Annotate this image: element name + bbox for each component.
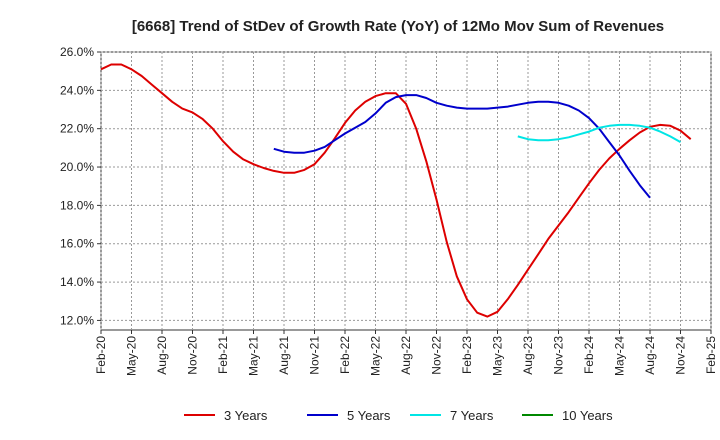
series-line-5-years bbox=[273, 94, 651, 199]
x-tick-label: Aug-23 bbox=[521, 336, 535, 375]
x-tick-label: May-20 bbox=[125, 336, 139, 376]
x-tick-label: Aug-20 bbox=[155, 336, 169, 375]
x-tick-label: Nov-20 bbox=[186, 336, 200, 375]
y-tick-label: 26.0% bbox=[60, 45, 94, 59]
chart-title: [6668] Trend of StDev of Growth Rate (Yo… bbox=[132, 18, 664, 35]
x-tick-label: Nov-24 bbox=[674, 336, 688, 375]
series-line-7-years bbox=[517, 123, 681, 143]
y-tick-label: 16.0% bbox=[60, 237, 94, 251]
x-tick-label: May-24 bbox=[613, 336, 627, 376]
x-tick-label: Feb-23 bbox=[460, 336, 474, 374]
x-tick-label: Feb-25 bbox=[704, 336, 718, 374]
x-tick-label: Aug-22 bbox=[399, 336, 413, 375]
legend-label-7-years: 7 Years bbox=[450, 408, 494, 423]
x-tick-label: Aug-21 bbox=[277, 336, 291, 375]
legend-label-10-years: 10 Years bbox=[562, 408, 613, 423]
plot-area bbox=[100, 51, 712, 331]
x-tick-label: Nov-23 bbox=[552, 336, 566, 375]
x-tick-label: Feb-24 bbox=[582, 336, 596, 374]
x-tick-label: May-22 bbox=[369, 336, 383, 376]
y-tick-label: 12.0% bbox=[60, 313, 94, 327]
x-tick-label: May-21 bbox=[247, 336, 261, 376]
y-tick-label: 14.0% bbox=[60, 275, 94, 289]
legend-label-5-years: 5 Years bbox=[347, 408, 391, 423]
x-tick-label: Nov-21 bbox=[308, 336, 322, 375]
y-tick-label: 24.0% bbox=[60, 83, 94, 97]
y-tick-label: 22.0% bbox=[60, 122, 94, 136]
y-axis: 12.0% 14.0% 16.0% 18.0% 20.0% 22.0% 24.0% 26.0% bbox=[60, 45, 101, 327]
y-tick-label: 18.0% bbox=[60, 198, 94, 212]
x-tick-label: Nov-22 bbox=[430, 336, 444, 375]
y-tick-label: 20.0% bbox=[60, 160, 94, 174]
x-tick-label: May-23 bbox=[491, 336, 505, 376]
series-group bbox=[100, 63, 692, 318]
grid bbox=[100, 51, 712, 330]
series-line-3-years bbox=[100, 63, 692, 318]
x-axis: Feb-20 May-20 Aug-20 Nov-20 Feb-21 May-21 Aug-… bbox=[94, 330, 718, 376]
legend: 3 Years 5 Years 7 Years 10 Years bbox=[184, 408, 613, 423]
x-tick-label: Feb-22 bbox=[338, 336, 352, 374]
legend-label-3-years: 3 Years bbox=[224, 408, 268, 423]
x-tick-label: Feb-20 bbox=[94, 336, 108, 374]
x-tick-label: Feb-21 bbox=[216, 336, 230, 374]
x-tick-label: Aug-24 bbox=[643, 336, 657, 375]
